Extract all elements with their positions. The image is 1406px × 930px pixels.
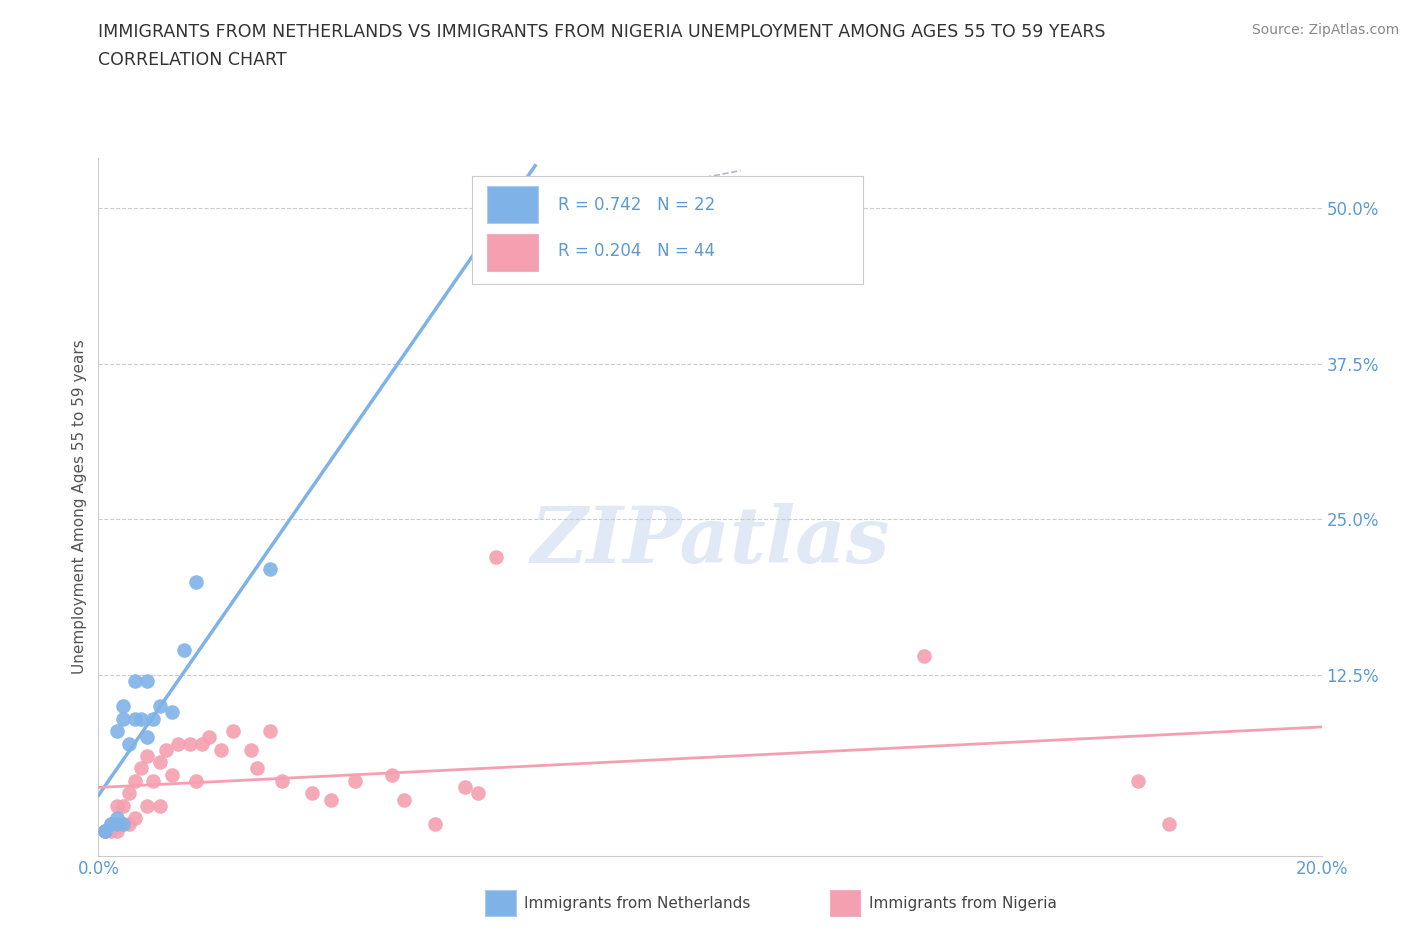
Point xyxy=(149,798,172,813)
Point xyxy=(167,736,190,751)
Point xyxy=(93,823,115,838)
Point xyxy=(179,736,201,751)
Point xyxy=(129,711,152,726)
Text: Immigrants from Nigeria: Immigrants from Nigeria xyxy=(869,897,1057,911)
Point xyxy=(160,705,183,720)
Point xyxy=(392,792,416,807)
Point xyxy=(118,817,141,832)
Text: ZIPatlas: ZIPatlas xyxy=(530,503,890,580)
Point xyxy=(503,206,526,221)
Point xyxy=(93,823,115,838)
Point xyxy=(111,798,134,813)
Point xyxy=(467,786,489,801)
Point xyxy=(381,767,404,782)
Point xyxy=(129,761,152,776)
Point xyxy=(93,823,115,838)
Point xyxy=(105,798,128,813)
Point xyxy=(136,749,159,764)
Point xyxy=(186,774,208,789)
Point xyxy=(259,724,281,738)
Point xyxy=(1128,774,1150,789)
Point xyxy=(197,730,219,745)
Text: Immigrants from Netherlands: Immigrants from Netherlands xyxy=(524,897,751,911)
Point xyxy=(105,817,128,832)
Point xyxy=(100,817,122,832)
Point xyxy=(105,823,128,838)
Point xyxy=(136,673,159,688)
Point xyxy=(209,742,232,757)
Point xyxy=(173,643,195,658)
Text: IMMIGRANTS FROM NETHERLANDS VS IMMIGRANTS FROM NIGERIA UNEMPLOYMENT AMONG AGES 5: IMMIGRANTS FROM NETHERLANDS VS IMMIGRANT… xyxy=(98,23,1107,41)
Point xyxy=(118,736,141,751)
Point xyxy=(155,742,177,757)
Point xyxy=(105,724,128,738)
Point xyxy=(118,786,141,801)
Point xyxy=(100,823,122,838)
Point xyxy=(319,792,342,807)
Point xyxy=(142,711,165,726)
Point xyxy=(124,711,146,726)
Point xyxy=(301,786,323,801)
Point xyxy=(246,761,269,776)
Point xyxy=(160,767,183,782)
Point xyxy=(149,698,172,713)
Point xyxy=(124,811,146,826)
Point xyxy=(344,774,367,789)
Point xyxy=(105,811,128,826)
Point xyxy=(124,774,146,789)
Point xyxy=(111,817,134,832)
Point xyxy=(191,736,214,751)
Point xyxy=(105,817,128,832)
Point xyxy=(93,823,115,838)
Point xyxy=(186,574,208,589)
Point xyxy=(100,817,122,832)
Text: CORRELATION CHART: CORRELATION CHART xyxy=(98,51,287,69)
Point xyxy=(111,698,134,713)
Point xyxy=(1157,817,1180,832)
Point xyxy=(240,742,263,757)
Point xyxy=(142,774,165,789)
Point xyxy=(222,724,245,738)
Y-axis label: Unemployment Among Ages 55 to 59 years: Unemployment Among Ages 55 to 59 years xyxy=(72,339,87,674)
Point xyxy=(111,711,134,726)
Point xyxy=(136,798,159,813)
Point xyxy=(136,730,159,745)
Point xyxy=(912,649,935,664)
Point xyxy=(485,550,508,565)
Point xyxy=(124,673,146,688)
Point xyxy=(270,774,292,789)
Point xyxy=(454,779,477,794)
Text: Source: ZipAtlas.com: Source: ZipAtlas.com xyxy=(1251,23,1399,37)
Point xyxy=(111,817,134,832)
Point xyxy=(149,755,172,770)
Point xyxy=(259,562,281,577)
Point xyxy=(423,817,446,832)
